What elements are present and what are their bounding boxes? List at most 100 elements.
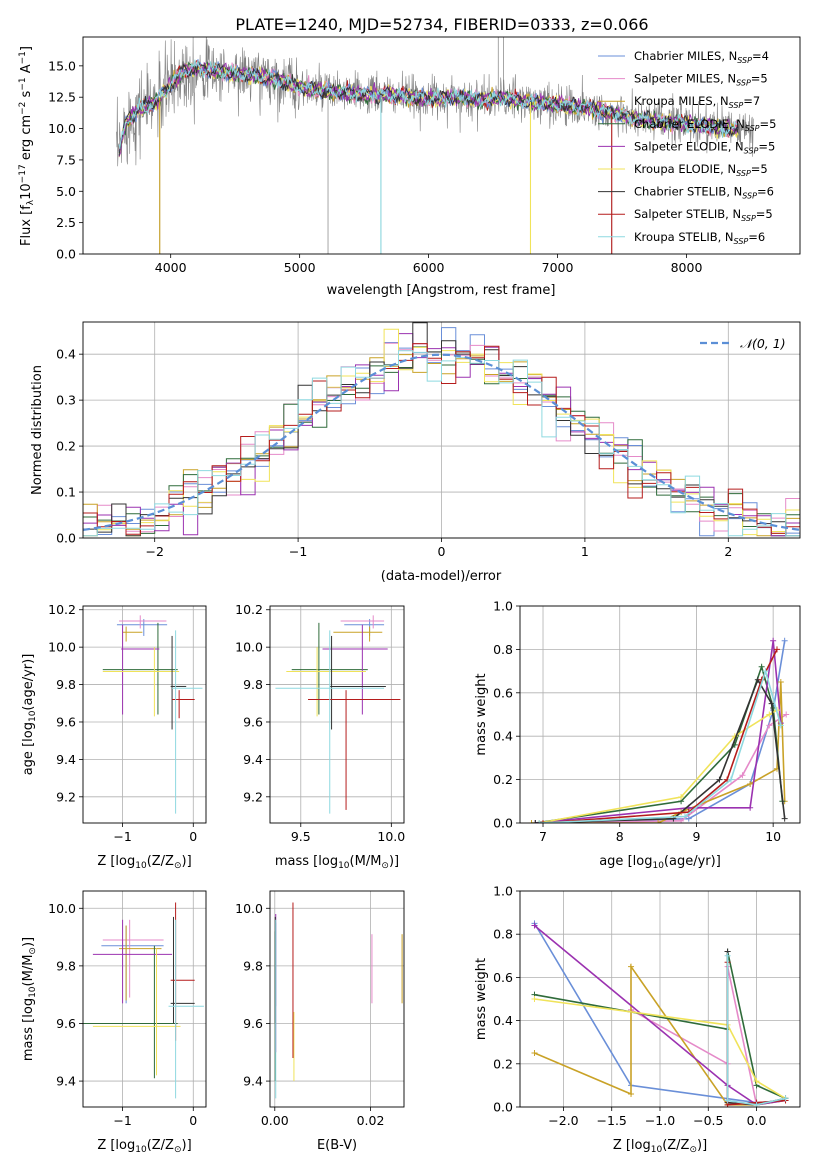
error-bars — [275, 615, 401, 814]
legend-entry-value: =5 — [751, 72, 768, 86]
legend-entry-value: =7 — [743, 94, 760, 108]
histograms — [83, 322, 800, 537]
weight-marker — [724, 1097, 731, 1104]
legend-entry: Kroupa ELODIE, NSSP=5 — [634, 162, 768, 178]
spectrum-panel: 4000 5000 6000 7000 8000 0.0 2.5 5.0 7.5 10.0 12.5… — [18, 36, 801, 298]
y-axis-label-part: ] — [19, 46, 34, 51]
x-axis-label: mass [log10(M/M⊙)] — [275, 854, 399, 871]
x-tick-label: −1.0 — [645, 1113, 675, 1128]
x-axis-label-part: 10 — [338, 861, 350, 871]
weight-marker — [678, 793, 685, 800]
y-axis-label-part: erg cm — [19, 115, 34, 164]
y-axis-label: mass weight — [474, 673, 489, 755]
weight-marker — [766, 711, 773, 718]
y-axis-label-part: 10 — [19, 183, 34, 200]
y-tick-label: 0.8 — [493, 927, 513, 942]
y-tick-label: 0.0 — [493, 1100, 513, 1115]
x-axis-label-part: (Z/Z — [147, 854, 174, 869]
x-axis-label-part: 10 — [135, 1145, 147, 1155]
spectrum-lines — [116, 37, 754, 254]
weight-marker — [782, 1095, 789, 1102]
y-tick-label: 0.1 — [56, 485, 76, 500]
weight-marker — [628, 963, 635, 970]
y-tick-label: 0.4 — [493, 1013, 513, 1028]
y-tick-label: 1.0 — [493, 884, 513, 899]
x-axis-label-part: )] — [697, 1138, 707, 1153]
y-tick-label: 0.4 — [493, 729, 513, 744]
x-axis-label: (data-model)/error — [381, 569, 502, 584]
legend-entry: Chabrier STELIB, NSSP=6 — [634, 185, 774, 201]
y-tick-label: 7.5 — [56, 152, 76, 167]
y-axis-label-part: A — [19, 64, 34, 77]
legend-entry-subscript: SSP — [734, 237, 749, 246]
y-tick-label: 5.0 — [56, 184, 76, 199]
x-axis-label-part: 10 — [651, 1145, 663, 1155]
legend-entry-value: =6 — [757, 185, 774, 199]
x-tick-label: 10 — [765, 829, 781, 844]
x-tick-label: 9 — [692, 829, 700, 844]
error-bars — [102, 615, 203, 814]
legend-entry-text: Salpeter MILES, N — [634, 72, 736, 86]
y-tick-label: 0.0 — [56, 531, 76, 546]
legend-entry-value: =5 — [760, 117, 777, 131]
x-axis-label-part: Z [log — [97, 854, 135, 869]
x-tick-label: 7000 — [542, 260, 574, 275]
y-tick-label: 0.6 — [493, 685, 513, 700]
weight-series — [726, 955, 786, 1106]
x-axis-label: E(B-V) — [317, 1138, 357, 1153]
x-axis-label-part: )] — [182, 854, 192, 869]
x-tick-label: 5000 — [284, 260, 316, 275]
legend-entry-text: Salpeter STELIB, N — [634, 207, 741, 221]
normal-distribution-curve — [83, 353, 800, 531]
x-tick-label: −1.5 — [597, 1113, 627, 1128]
x-tick-label: 0 — [189, 829, 197, 844]
y-tick-label: 10.2 — [48, 602, 76, 617]
x-axis-label-part: ⊙ — [174, 861, 182, 871]
y-tick-label: 0.8 — [493, 642, 513, 657]
weight-series — [535, 677, 786, 823]
y-tick-label: 9.4 — [243, 752, 263, 767]
y-tick-label: 10.0 — [48, 121, 76, 136]
x-tick-label: 7 — [539, 829, 547, 844]
weight-series — [535, 640, 786, 823]
y-axis-label-part: age [log — [21, 722, 36, 775]
y-axis-label-part: (age/yr)] — [21, 654, 36, 711]
x-axis-label-part: 10 — [135, 861, 147, 871]
y-tick-label: 0.6 — [493, 970, 513, 985]
weight-marker — [628, 1091, 635, 1098]
x-axis-label: wavelength [Angstrom, rest frame] — [327, 283, 556, 298]
legend-entry-subscript: SSP — [744, 146, 759, 155]
y-tick-label: 9.4 — [243, 1074, 263, 1089]
y-axis-label-part: −2 — [18, 102, 28, 115]
y-axis-label-part: −1 — [18, 51, 28, 64]
x-axis-label-part: ⊙ — [381, 861, 389, 871]
y-tick-label: 9.2 — [56, 789, 76, 804]
legend-entry-subscript: SSP — [736, 169, 751, 178]
weight-marker — [540, 820, 547, 823]
y-tick-label: 9.4 — [56, 1074, 76, 1089]
y-axis-label-part: (M/M — [21, 955, 36, 987]
y-axis-label: mass [log10(M/M⊙)] — [21, 937, 38, 1061]
weight-lines — [531, 920, 789, 1107]
x-axis-label-part: (age/yr)] — [664, 854, 721, 869]
legend-entry-text: Salpeter ELODIE, N — [634, 139, 744, 153]
weight-marker — [685, 815, 692, 822]
x-axis-label-part: Z [log — [97, 1138, 135, 1153]
weight-marker — [777, 722, 784, 729]
error-bars — [83, 902, 204, 1099]
y-tick-label: 0.4 — [56, 347, 76, 362]
y-tick-label: 0.0 — [493, 816, 513, 831]
y-tick-label: 10.0 — [235, 640, 263, 655]
weight-series — [533, 924, 786, 1106]
axes-frame — [269, 605, 405, 824]
x-axis-label-part: (Z/Z — [662, 1138, 689, 1153]
y-axis-label-part: ⊙ — [28, 947, 38, 955]
x-tick-label: 0.02 — [357, 1113, 385, 1128]
x-tick-label: 8000 — [671, 260, 703, 275]
x-axis-label-part: age [log — [599, 854, 652, 869]
legend-entry-subscript: SSP — [737, 56, 752, 65]
legend-entry-text: Chabrier ELODIE, N — [634, 117, 745, 131]
weight-marker — [766, 722, 773, 729]
y-tick-label: 10.0 — [48, 640, 76, 655]
